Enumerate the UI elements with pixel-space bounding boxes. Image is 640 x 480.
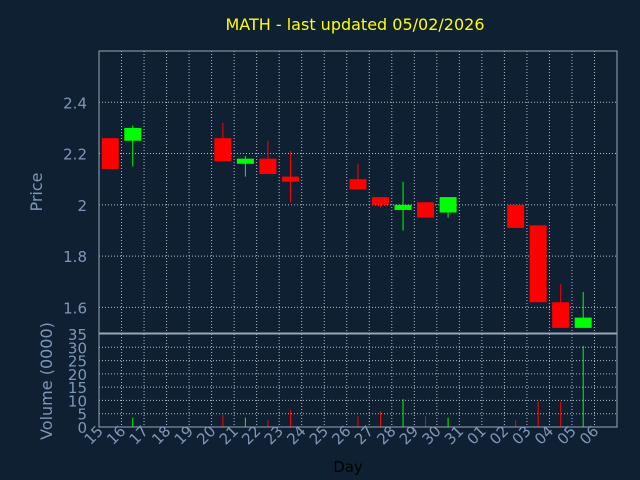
price-tick-label: 2 [77, 197, 87, 215]
candle-body [529, 225, 547, 303]
volume-tick-label: 35 [68, 326, 87, 344]
candle-body [574, 317, 592, 328]
volume-tick-label: 10 [68, 392, 87, 410]
price-tick-label: 2.4 [63, 94, 87, 112]
chart-title: MATH - last updated 05/02/2026 [225, 15, 484, 34]
x-tick-label: 06 [576, 422, 602, 448]
candle-body [349, 179, 367, 190]
volume-bars [132, 345, 584, 427]
price-tick-label: 1.8 [63, 248, 87, 266]
candle-body [124, 127, 142, 141]
candle-body [281, 176, 299, 182]
volume-tick-label: 5 [77, 406, 87, 424]
candle-body [236, 158, 254, 164]
candle-body [372, 197, 390, 205]
x-axis-label: Day [333, 458, 363, 476]
volume-tick-label: 0 [77, 419, 87, 437]
candle-body [101, 138, 119, 169]
price-panel-frame [98, 50, 618, 334]
price-tick-label: 2.2 [63, 146, 87, 164]
volume-tick-label: 30 [68, 339, 87, 357]
volume-tick-label: 25 [68, 353, 87, 371]
price-tick-label: 1.6 [63, 299, 87, 317]
candle-body [214, 138, 232, 162]
volume-axis-label: Volume (0000) [37, 322, 56, 440]
candle-body [417, 202, 435, 218]
candle-body [259, 158, 277, 175]
candle-body [394, 204, 412, 210]
candle-body [552, 302, 570, 328]
candles [101, 122, 592, 328]
volume-tick-label: 15 [68, 379, 87, 397]
candle-body [439, 197, 457, 213]
volume-panel-frame [98, 333, 618, 428]
volume-tick-label: 20 [68, 366, 87, 384]
candle-body [507, 204, 525, 228]
plot-frames [98, 50, 618, 428]
price-axis-label: Price [27, 172, 46, 211]
